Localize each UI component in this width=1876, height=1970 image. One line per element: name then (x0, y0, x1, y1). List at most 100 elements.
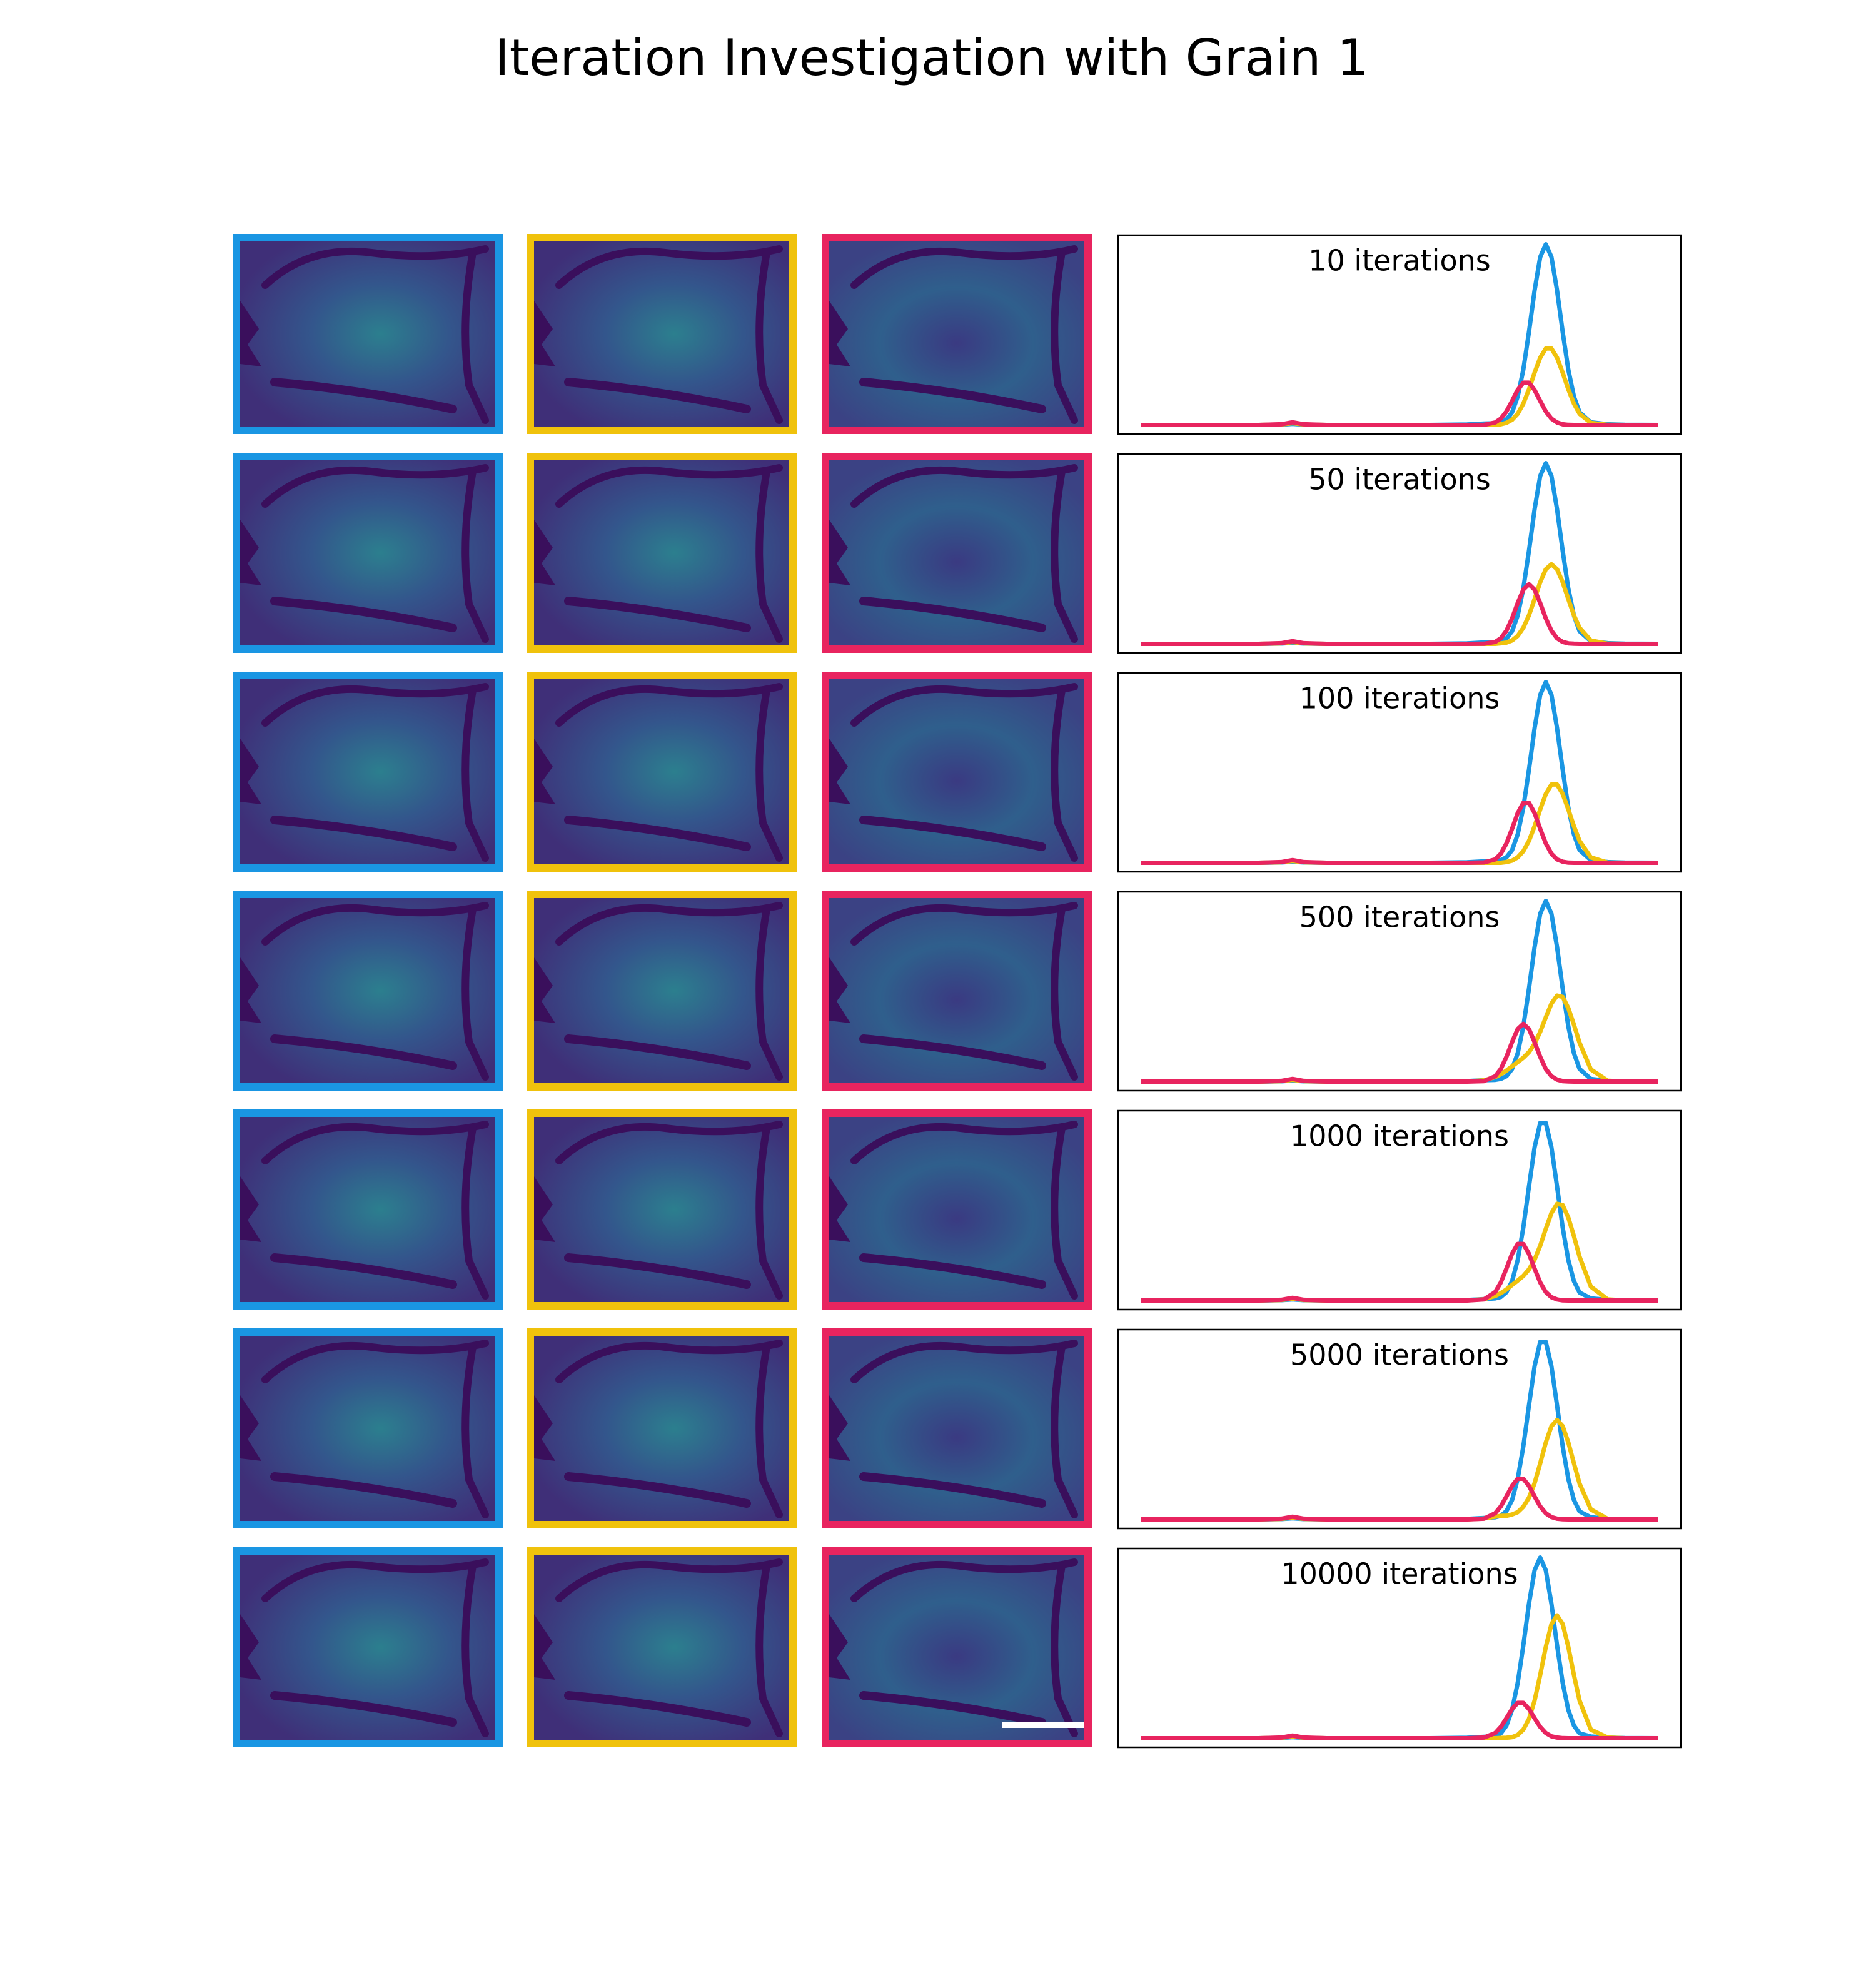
grain-boundary (240, 957, 261, 1023)
image-frame (233, 1109, 503, 1310)
image-field (829, 460, 1084, 645)
grain-boundary (859, 597, 1046, 632)
grain-boundary (850, 1558, 1078, 1602)
grain-boundary (261, 245, 489, 289)
grain-boundary (240, 301, 261, 366)
grain-boundary (850, 1340, 1078, 1383)
plot-title: 50 iterations (1308, 463, 1490, 497)
figure-title: Iteration Investigation with Grain 1 (495, 29, 1369, 87)
grain-boundary (461, 468, 489, 643)
image-frame (233, 891, 503, 1091)
image-field (240, 898, 495, 1083)
grain-boundary (1051, 1124, 1078, 1300)
grain-boundary (555, 902, 783, 946)
image-field (534, 898, 789, 1083)
grain-boundary (240, 520, 261, 585)
grain-boundary (261, 683, 489, 727)
series-line (1141, 582, 1658, 646)
grain-boundary (829, 1614, 850, 1680)
grain-boundary (564, 1691, 751, 1727)
image-frame (822, 234, 1092, 434)
grain-boundary (270, 1472, 457, 1508)
image-field (240, 460, 495, 645)
series-line (1141, 1700, 1658, 1740)
grain-boundary (534, 301, 555, 366)
grain-boundary (555, 683, 783, 727)
grain-boundary (461, 687, 489, 862)
series-line (1141, 1477, 1658, 1522)
grain-boundary (755, 687, 783, 862)
grain-boundary (461, 249, 489, 424)
image-panel (829, 1555, 1084, 1740)
image-panel (534, 898, 789, 1083)
image-field (534, 1336, 789, 1521)
image-panel (534, 1555, 789, 1740)
grain-boundary (534, 1395, 555, 1461)
image-panel (829, 898, 1084, 1083)
grain-boundary (1051, 687, 1078, 862)
image-panel (240, 241, 495, 427)
image-panel (829, 241, 1084, 427)
grain-boundary (1051, 1343, 1078, 1518)
series-line (1141, 1241, 1658, 1303)
image-panel (534, 1117, 789, 1302)
image-field (240, 679, 495, 864)
grain-boundary (829, 1176, 850, 1242)
grain-boundary (1051, 1562, 1078, 1737)
series-line (1141, 1021, 1658, 1084)
image-frame (233, 1328, 503, 1528)
grain-boundary (555, 464, 783, 508)
scale-bar (1002, 1722, 1084, 1728)
image-panel (240, 1555, 495, 1740)
grain-boundary (261, 1340, 489, 1383)
image-frame (233, 453, 503, 653)
grain-boundary (461, 906, 489, 1081)
image-frame (527, 1547, 797, 1747)
plot-title: 10 iterations (1308, 244, 1490, 278)
plot-frame (1117, 453, 1682, 654)
image-panel (534, 241, 789, 427)
grain-boundary (270, 816, 457, 851)
grain-boundary (261, 464, 489, 508)
plot-title: 100 iterations (1299, 682, 1500, 715)
image-frame (233, 672, 503, 872)
image-frame (527, 1328, 797, 1528)
grain-boundary (555, 1121, 783, 1164)
image-frame (822, 453, 1092, 653)
grain-boundary (829, 957, 850, 1023)
image-field (829, 1555, 1084, 1740)
image-panel (240, 679, 495, 864)
image-field (534, 241, 789, 427)
grain-boundary (850, 902, 1078, 946)
image-field (240, 241, 495, 427)
image-panel (240, 1117, 495, 1302)
image-frame (527, 891, 797, 1091)
grain-boundary (1051, 249, 1078, 424)
grain-boundary (859, 816, 1046, 851)
plot-title: 500 iterations (1299, 901, 1500, 934)
image-frame (527, 453, 797, 653)
grain-boundary (564, 1034, 751, 1070)
grain-boundary (534, 1176, 555, 1242)
grain-boundary (829, 739, 850, 804)
grain-boundary (270, 1253, 457, 1289)
grain-boundary (829, 1395, 850, 1461)
grain-boundary (534, 520, 555, 585)
grain-boundary (270, 1691, 457, 1727)
plot-title: 5000 iterations (1290, 1338, 1509, 1372)
plot-frame (1117, 672, 1682, 873)
image-panel (534, 460, 789, 645)
grain-boundary (555, 1340, 783, 1383)
grain-boundary (859, 1472, 1046, 1508)
grain-boundary (859, 1034, 1046, 1070)
grain-boundary (261, 1121, 489, 1164)
grain-boundary (564, 378, 751, 413)
image-field (240, 1555, 495, 1740)
grain-boundary (564, 1472, 751, 1508)
image-field (534, 1555, 789, 1740)
image-frame (527, 1109, 797, 1310)
image-field (829, 1117, 1084, 1302)
image-field (534, 460, 789, 645)
series-line (1141, 801, 1658, 865)
grain-boundary (755, 468, 783, 643)
